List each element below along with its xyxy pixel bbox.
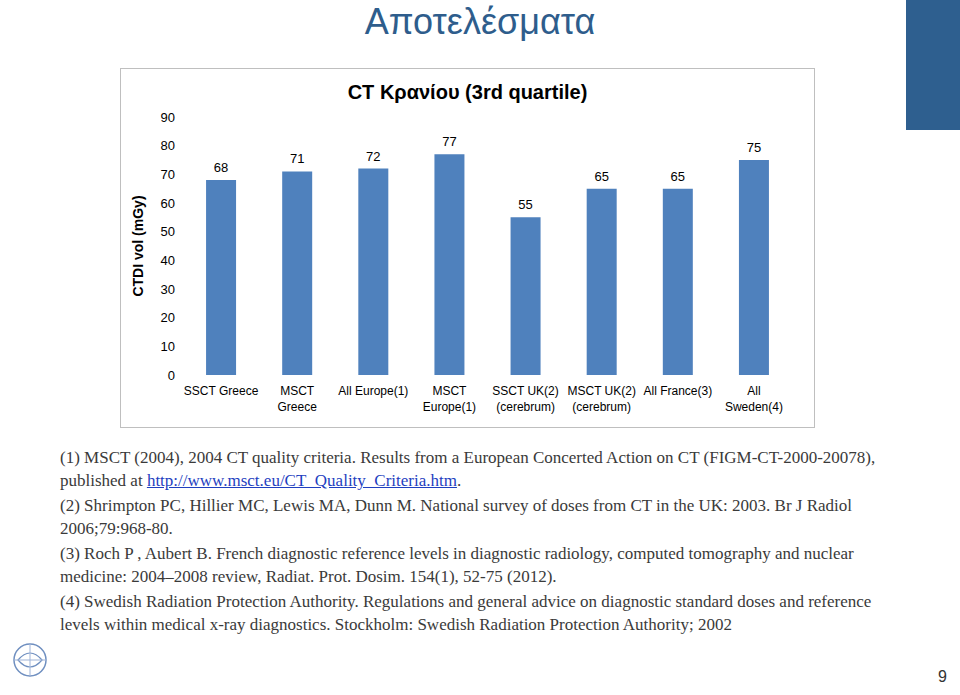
svg-text:72: 72 xyxy=(366,149,380,164)
svg-text:60: 60 xyxy=(161,196,175,211)
svg-text:50: 50 xyxy=(161,224,175,239)
html-text:(4) Swedish Radiation Protecti: (4) Swedish Radiation Protection Authori… xyxy=(60,592,872,634)
svg-text:MSCT: MSCT xyxy=(432,384,467,398)
svg-text:SSCT UK(2): SSCT UK(2) xyxy=(492,384,558,398)
html-text:Αποτελέσματα: Αποτελέσματα xyxy=(364,1,596,42)
svg-text:Sweden(4): Sweden(4) xyxy=(725,400,783,414)
svg-text:Greece: Greece xyxy=(278,400,318,414)
svg-text:MSCT: MSCT xyxy=(280,384,315,398)
svg-text:71: 71 xyxy=(290,151,304,166)
svg-text:68: 68 xyxy=(214,160,228,175)
svg-text:30: 30 xyxy=(161,282,175,297)
svg-text:65: 65 xyxy=(594,169,608,184)
html-text:9: 9 xyxy=(938,668,947,685)
html-text:(3) Roch P , Aubert B. French: (3) Roch P , Aubert B. French diagnostic… xyxy=(60,544,854,586)
svg-text:65: 65 xyxy=(671,169,685,184)
svg-text:All Europe(1): All Europe(1) xyxy=(338,384,408,398)
svg-text:90: 90 xyxy=(161,110,175,125)
svg-text:All: All xyxy=(747,384,760,398)
svg-text:80: 80 xyxy=(161,138,175,153)
svg-text:20: 20 xyxy=(161,310,175,325)
html-text:(2) Shrimpton PC, Hillier MC,: (2) Shrimpton PC, Hillier MC, Lewis MA, … xyxy=(60,496,852,538)
svg-text:CT Κρανίου (3rd quartile): CT Κρανίου (3rd quartile) xyxy=(348,81,588,103)
svg-text:55: 55 xyxy=(518,197,532,212)
svg-text:SSCT Greece: SSCT Greece xyxy=(184,384,259,398)
svg-text:(cerebrum): (cerebrum) xyxy=(496,400,555,414)
svg-text:40: 40 xyxy=(161,253,175,268)
svg-text:75: 75 xyxy=(747,140,761,155)
svg-text:70: 70 xyxy=(161,167,175,182)
svg-text:0: 0 xyxy=(168,368,175,383)
svg-text:MSCT UK(2): MSCT UK(2) xyxy=(567,384,635,398)
svg-text:77: 77 xyxy=(442,134,456,149)
svg-text:(cerebrum): (cerebrum) xyxy=(572,400,631,414)
svg-text:All France(3): All France(3) xyxy=(643,384,712,398)
svg-text:CTDI vol (mGy): CTDI vol (mGy) xyxy=(130,195,146,296)
html-text:(1) MSCT (2004), 2004 CT quali: (1) MSCT (2004), 2004 CT quality criteri… xyxy=(60,448,876,490)
svg-text:10: 10 xyxy=(161,339,175,354)
svg-text:Europe(1): Europe(1) xyxy=(423,400,476,414)
